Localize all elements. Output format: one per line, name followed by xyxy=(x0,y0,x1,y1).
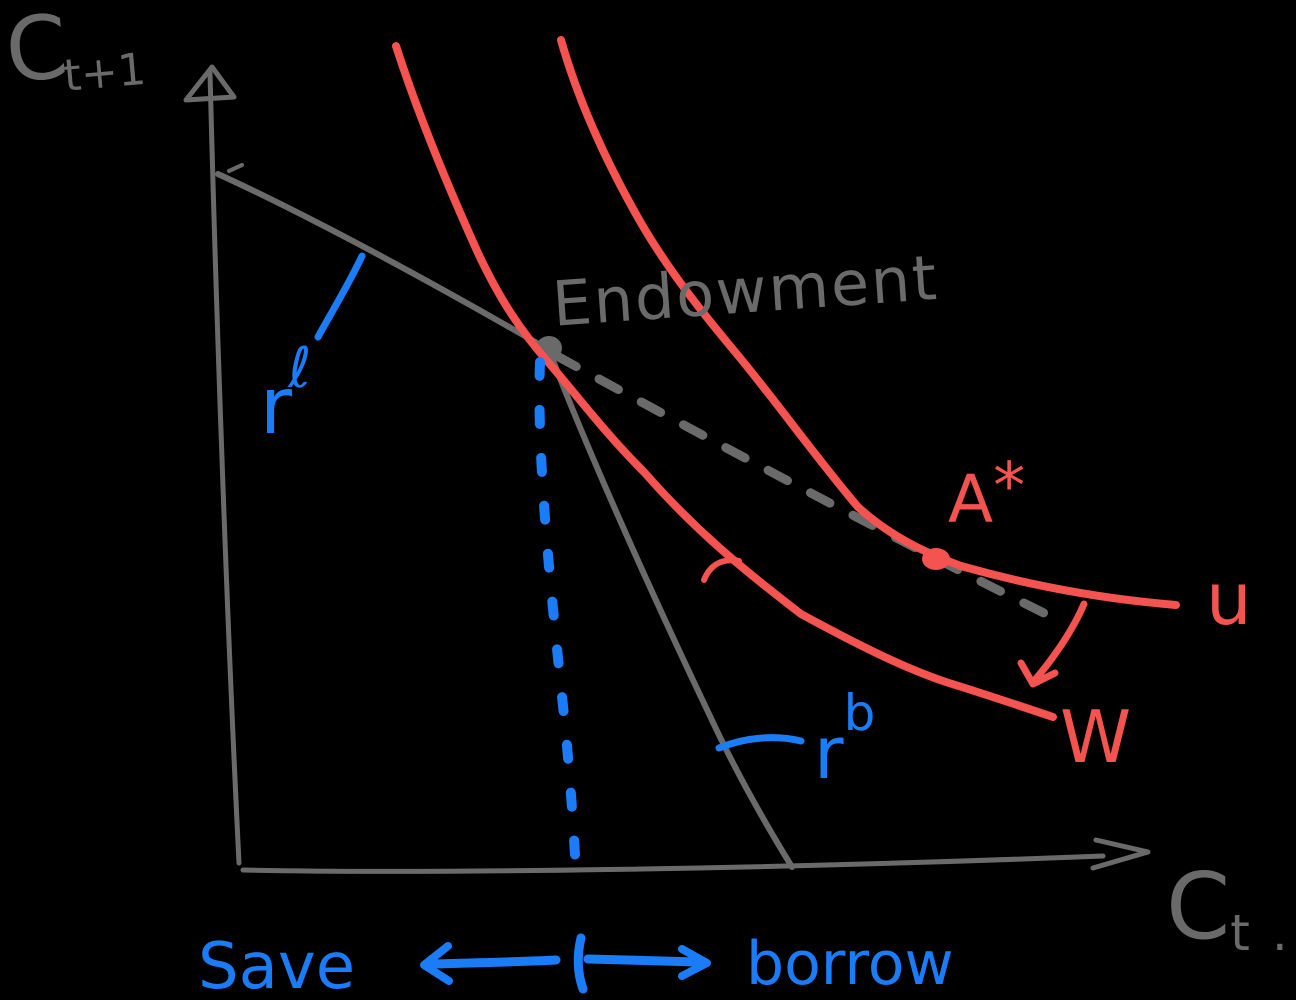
lending-rate-label-base: r xyxy=(260,362,293,452)
x-axis-label-subscript: t xyxy=(1230,904,1250,962)
borrowing-rate-pointer-line xyxy=(715,734,805,752)
budget-line-borrowing-segment xyxy=(546,347,795,870)
save-arrow-shaft xyxy=(425,955,561,969)
y-axis-arrowhead-icon xyxy=(183,64,237,103)
y-intercept-tick xyxy=(227,163,244,173)
x-axis-arrowhead-icon xyxy=(1090,837,1151,871)
lending-rate-pointer-line xyxy=(314,252,366,341)
x-axis-label: Ct. xyxy=(1166,853,1288,962)
y-axis-label-base: C xyxy=(1,0,71,103)
optimum-label-asterisk: * xyxy=(993,450,1025,524)
borrowing-rate-label-superscript: b xyxy=(844,684,876,742)
optimum-point-dot xyxy=(922,548,950,570)
borrow-arrow-head-icon xyxy=(678,945,711,980)
x-axis-line xyxy=(240,853,1106,874)
indifference-curve-lower-pen-spur xyxy=(701,557,742,583)
borrow-arrow-shaft xyxy=(583,954,703,967)
shift-arrow-head-icon xyxy=(1017,659,1059,688)
indifference-curve-lower xyxy=(392,42,1057,721)
optimum-point-label: A* xyxy=(948,450,1025,538)
optimum-label-base: A xyxy=(948,461,993,538)
borrowing-rate-label-base: r xyxy=(814,711,844,795)
lending-rate-label-superscript: ℓ xyxy=(287,336,311,401)
upper-curve-label: u xyxy=(1206,557,1252,641)
save-arrow-head-icon xyxy=(420,942,453,985)
x-axis-label-period: . xyxy=(1272,904,1288,962)
save-borrow-divider-tick xyxy=(573,933,588,994)
y-axis-label-subscript: t+1 xyxy=(62,44,148,102)
budget-line-lending-segment xyxy=(215,171,552,353)
lower-curve-label: W xyxy=(1060,695,1131,779)
endowment-dashed-dropline xyxy=(534,357,580,860)
lending-rate-label: rℓ xyxy=(260,336,311,452)
save-label: Save xyxy=(198,930,355,1000)
shift-arrow-shaft xyxy=(1030,600,1088,685)
x-axis-label-base: C xyxy=(1166,853,1230,960)
indifference-curve-upper xyxy=(557,36,1180,609)
borrowing-rate-label: rb xyxy=(814,684,875,795)
lending-line-dashed-extension xyxy=(552,351,1067,627)
borrow-label: borrow xyxy=(746,929,954,999)
y-axis-line xyxy=(207,70,242,866)
y-axis-label: Ct+1 xyxy=(1,0,147,107)
